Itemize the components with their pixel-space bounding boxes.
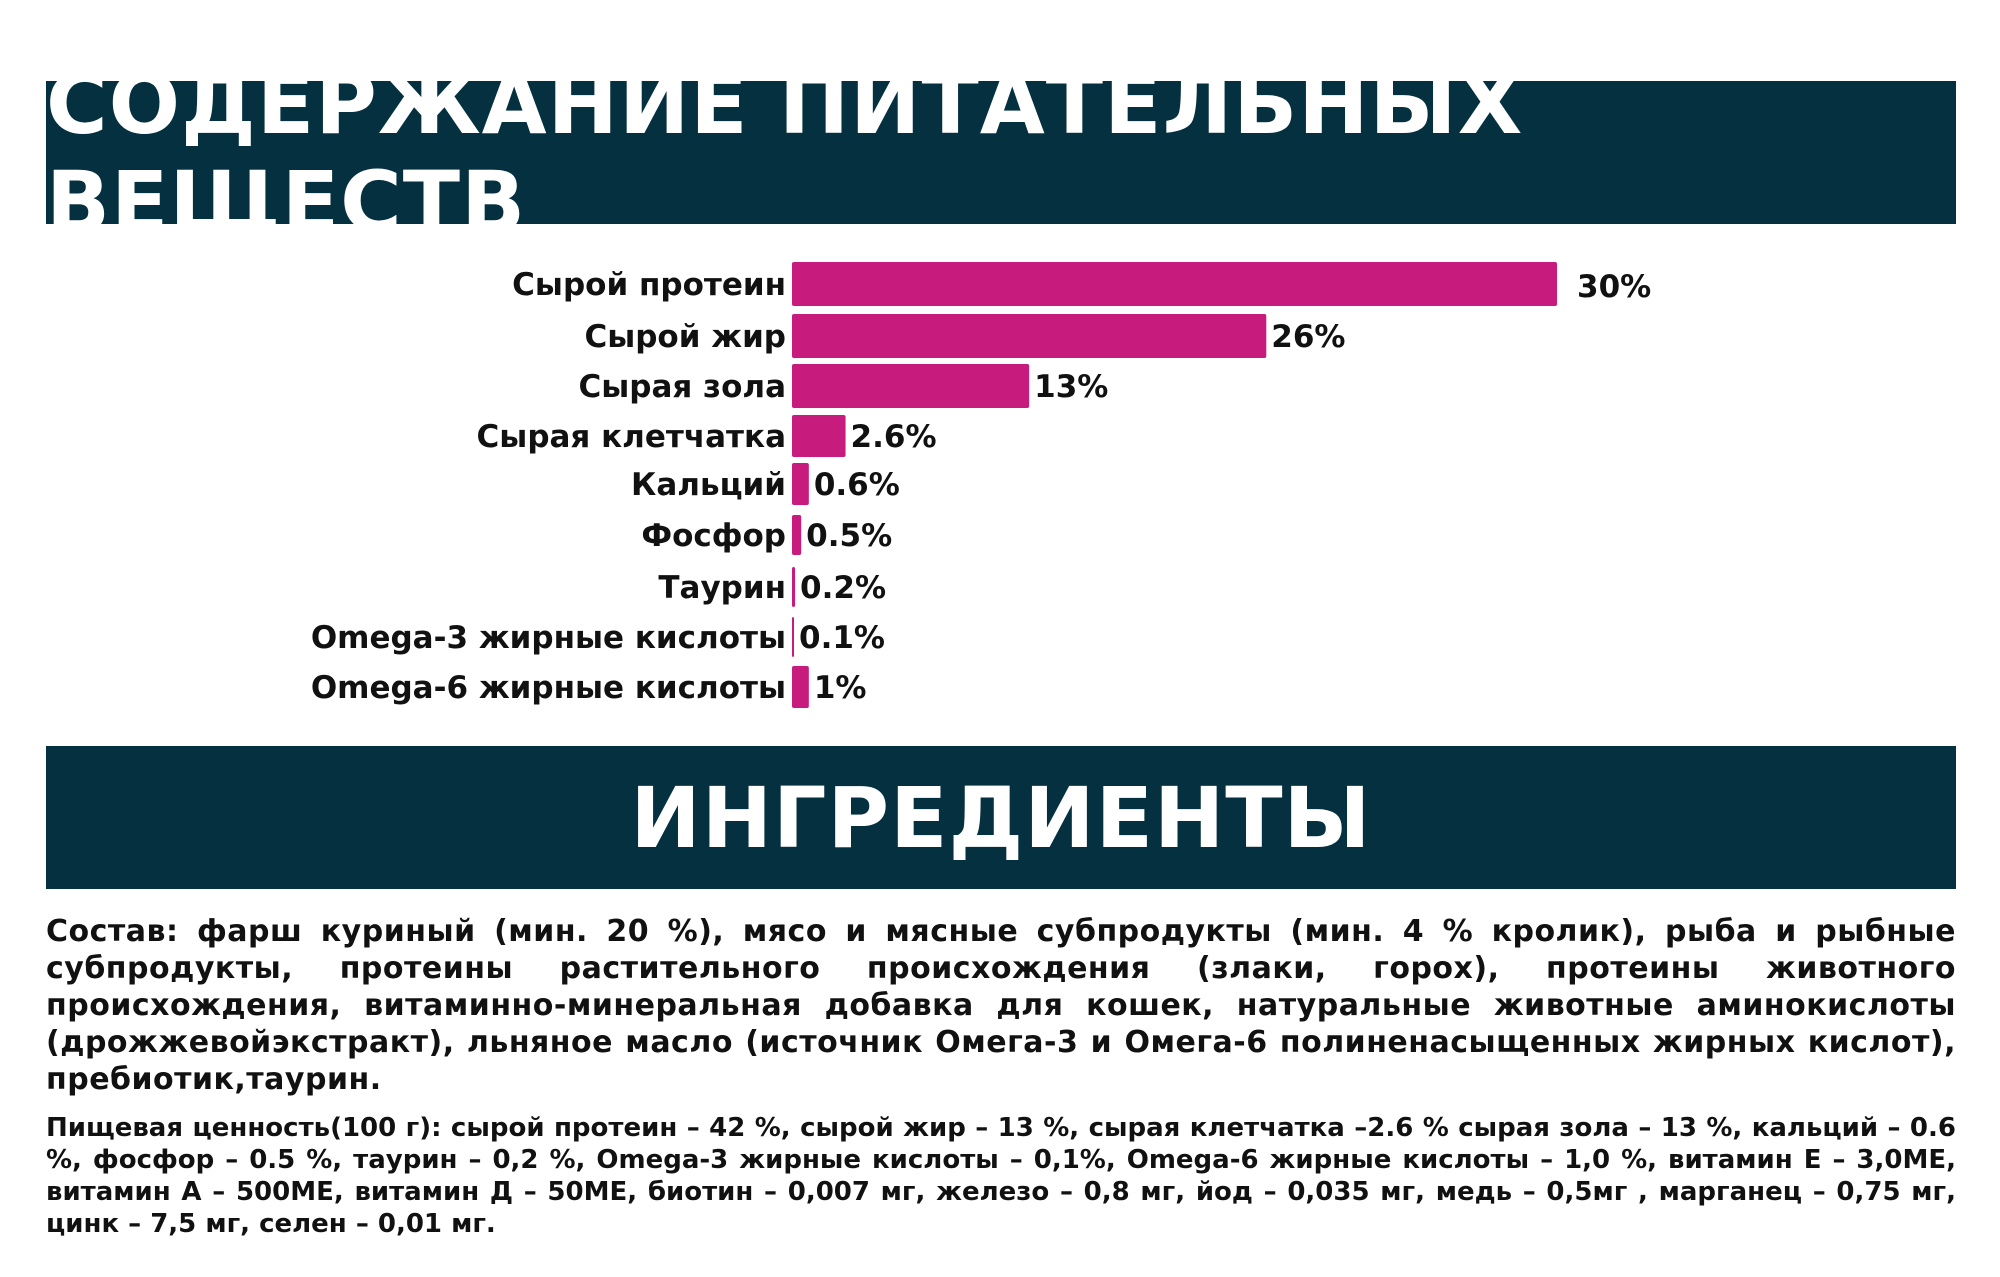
category-label: Таурин <box>658 570 786 606</box>
bar-5 <box>792 463 809 505</box>
ingredients-composition: Состав: фарш куриный (мин. 20 %), мясо и… <box>46 914 1956 1097</box>
value-label: 30% <box>1577 269 1651 305</box>
ingredients-title: ИНГРЕДИЕНТЫ <box>630 768 1372 867</box>
bar-9 <box>792 666 809 708</box>
value-label: 0.5% <box>806 518 892 554</box>
category-label: Omega-3 жирные кислоты <box>311 620 786 656</box>
value-label: 0.2% <box>800 570 886 606</box>
bar-3 <box>792 364 1030 408</box>
category-label: Кальций <box>631 467 786 503</box>
nutrients-title: СОДЕРЖАНИЕ ПИТАТЕЛЬНЫХ ВЕЩЕСТВ <box>46 54 1524 251</box>
value-label: 26% <box>1271 319 1345 355</box>
value-label: 13% <box>1034 369 1108 405</box>
ingredients-header: ИНГРЕДИЕНТЫ <box>46 746 1956 889</box>
category-label: Сырой жир <box>584 319 786 355</box>
bar-8 <box>792 617 794 657</box>
bar-7 <box>792 567 796 607</box>
category-label: Omega-6 жирные кислоты <box>311 670 786 706</box>
category-label: Сырая зола <box>578 369 786 405</box>
value-label: 1% <box>814 670 867 706</box>
bar-4 <box>792 415 846 457</box>
value-label: 0.1% <box>799 620 885 656</box>
category-label: Фосфор <box>641 518 786 554</box>
bar-1 <box>792 262 1557 306</box>
bar-2 <box>792 314 1267 358</box>
value-label: 0.6% <box>814 467 900 503</box>
bar-6 <box>792 515 802 555</box>
value-label: 2.6% <box>851 419 937 455</box>
nutrients-header: СОДЕРЖАНИЕ ПИТАТЕЛЬНЫХ ВЕЩЕСТВ <box>46 55 1956 251</box>
nutrition-value-text: Пищевая ценность(100 г): сырой протеин –… <box>46 1113 1956 1239</box>
category-label: Сырая клетчатка <box>477 419 786 455</box>
category-label: Сырой протеин <box>512 267 786 303</box>
